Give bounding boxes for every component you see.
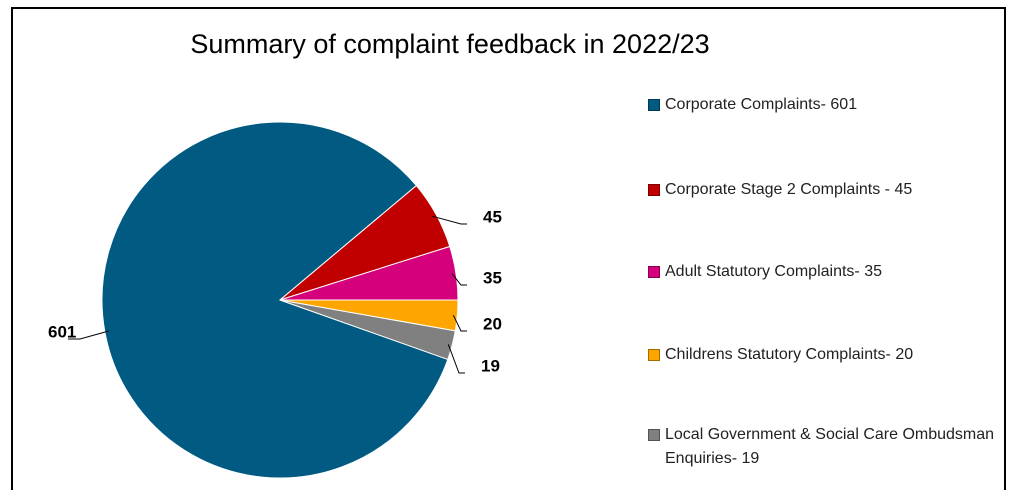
legend-swatch [648, 99, 660, 111]
legend-label: Corporate Complaints- 601 [665, 96, 858, 113]
legend-item: Local Government & Social Care Ombudsman… [648, 423, 995, 471]
data-label: 35 [483, 268, 502, 287]
chart-title: Summary of complaint feedback in 2022/23 [190, 29, 709, 59]
leader-line [68, 330, 109, 340]
legend-swatch [648, 429, 660, 441]
legend-item: Corporate Complaints- 601 [648, 93, 995, 117]
leader-line [432, 215, 467, 225]
legend-swatch [648, 266, 660, 278]
legend-item: Corporate Stage 2 Complaints - 45 [648, 178, 995, 202]
legend-label: Corporate Stage 2 Complaints - 45 [665, 181, 913, 198]
legend-label: Local Government & Social Care Ombudsman… [665, 426, 995, 467]
data-label: 19 [481, 356, 500, 375]
data-label: 45 [483, 207, 502, 226]
leader-line [451, 273, 467, 286]
data-label: 601 [48, 322, 76, 341]
leader-line [447, 344, 465, 374]
leader-line [452, 314, 467, 332]
data-label: 20 [483, 314, 502, 333]
legend-label: Adult Statutory Complaints- 35 [665, 263, 882, 280]
legend-label: Childrens Statutory Complaints- 20 [665, 346, 914, 363]
legend-item: Childrens Statutory Complaints- 20 [648, 343, 995, 367]
pie-slice [279, 299, 456, 361]
legend-swatch [648, 349, 660, 361]
frame [11, 7, 1006, 490]
legend-item: Adult Statutory Complaints- 35 [648, 260, 995, 284]
legend-swatch [648, 184, 660, 196]
